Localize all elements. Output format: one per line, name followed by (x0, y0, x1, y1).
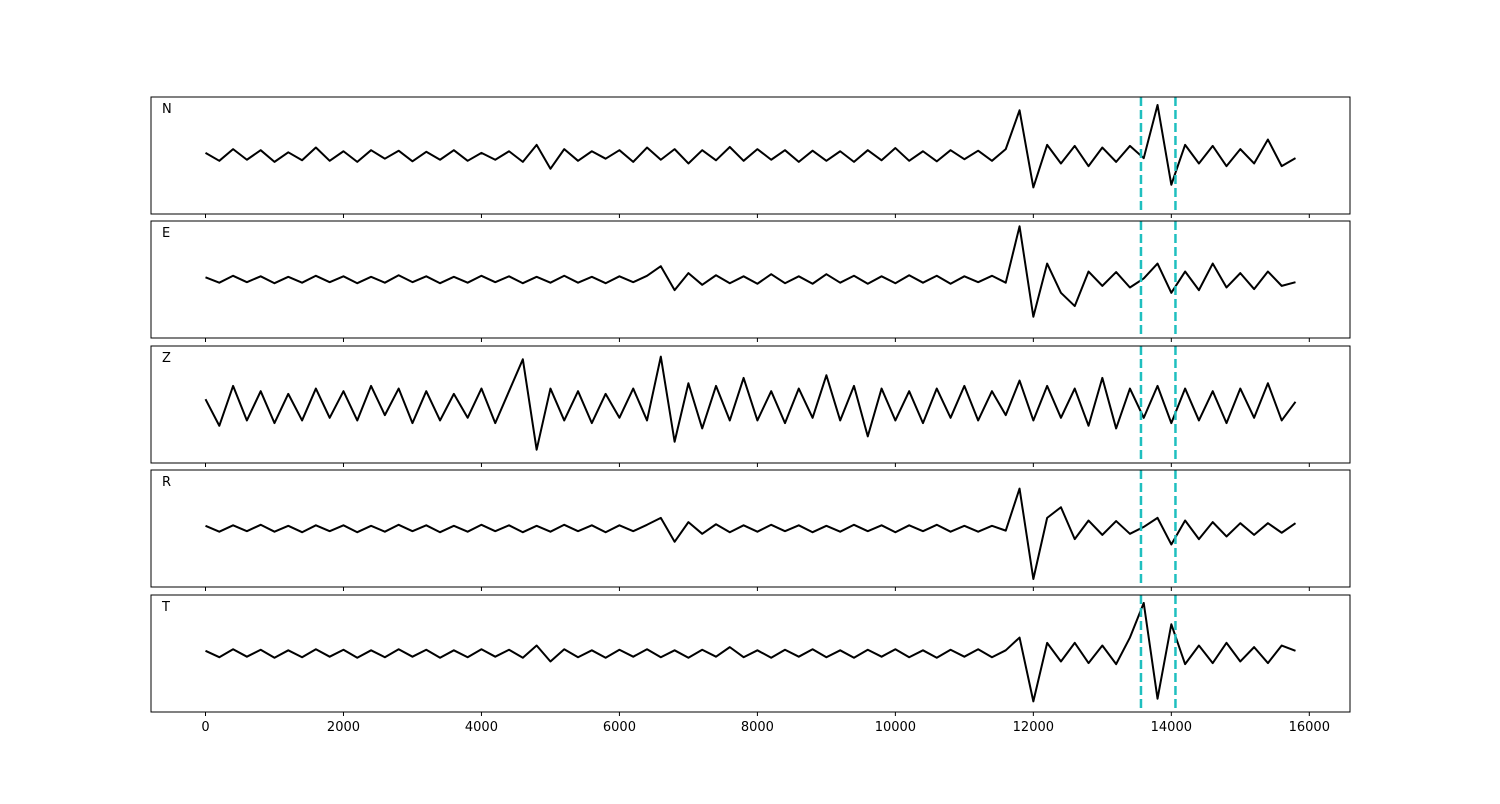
x-tick-label: 14000 (1151, 720, 1192, 735)
panel-label: R (162, 475, 171, 490)
trace (205, 225, 1296, 318)
panel-label: E (162, 226, 170, 241)
panel-label: N (162, 102, 172, 117)
x-tick-label: 10000 (875, 720, 916, 735)
x-tick-label: 12000 (1013, 720, 1054, 735)
x-tick-label: 0 (201, 720, 209, 735)
panel-frame (150, 96, 1351, 215)
panel-frame (150, 594, 1351, 713)
x-tick-label: 4000 (465, 720, 498, 735)
panel-frame (150, 345, 1351, 464)
trace (204, 103, 1297, 189)
trace (204, 355, 1297, 451)
panel-label: Z (162, 351, 171, 366)
x-tick-label: 6000 (603, 720, 636, 735)
panel-frame (150, 469, 1351, 588)
x-tick-label: 16000 (1289, 720, 1330, 735)
trace (205, 487, 1297, 581)
panel-label: T (161, 600, 170, 615)
trace (205, 601, 1296, 703)
x-tick-label: 2000 (327, 720, 360, 735)
x-tick-label: 8000 (741, 720, 774, 735)
panel-frame (150, 220, 1351, 339)
